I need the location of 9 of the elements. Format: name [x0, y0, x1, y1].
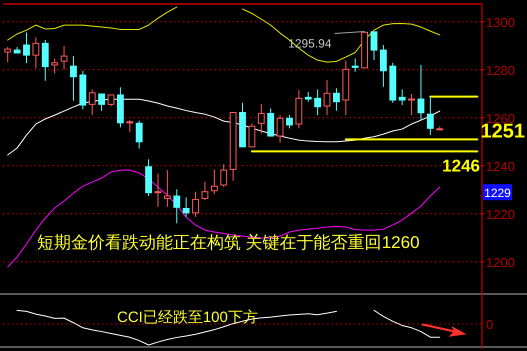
price-tag: 1229 [483, 184, 512, 200]
y-tick-label: 1240 [486, 158, 515, 174]
y-tick-label: 1280 [486, 62, 515, 78]
ref-line-label: 0 [486, 317, 494, 332]
y-tick-label: 1300 [486, 14, 515, 30]
y-tick-label: 1200 [486, 254, 515, 270]
annotation: 短期金价看跌动能正在构筑 关键在于能否重回1260 [37, 233, 420, 252]
annotation: 1246 [442, 156, 480, 176]
y-tick-label: 1220 [486, 206, 515, 222]
